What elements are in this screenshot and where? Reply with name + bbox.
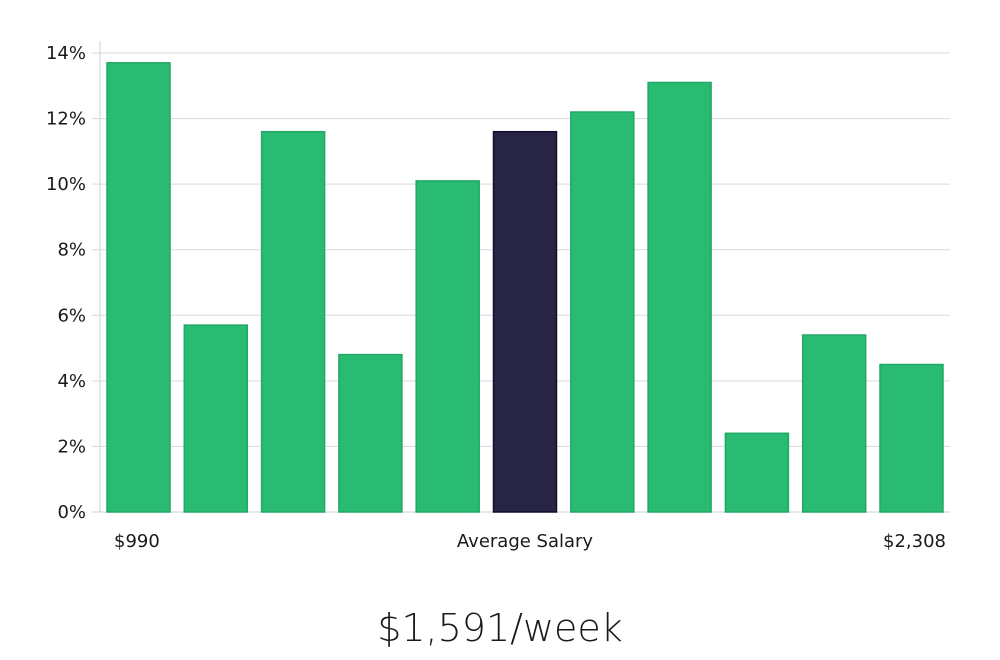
y-axis-ticks: 0% 2% 4% 6% 8% 10% 12% 14% xyxy=(46,43,86,523)
y-tick-label: 2% xyxy=(57,436,86,457)
y-tick-label: 8% xyxy=(57,240,86,261)
bar xyxy=(106,62,171,513)
average-salary-headline: $1,591/week xyxy=(377,606,623,650)
bar xyxy=(801,334,867,513)
y-tick-label: 0% xyxy=(57,502,86,523)
bar xyxy=(879,363,944,513)
y-tick-label: 14% xyxy=(46,43,86,64)
bar xyxy=(570,111,635,513)
bar-average-salary xyxy=(492,130,558,513)
bar xyxy=(647,81,712,513)
bar xyxy=(415,180,480,513)
y-tick-label: 12% xyxy=(46,109,86,130)
x-label-max: $2,308 xyxy=(883,531,946,552)
y-tick-label: 6% xyxy=(57,305,86,326)
salary-histogram-svg: 0% 2% 4% 6% 8% 10% 12% 14% $990 Average Salary … xyxy=(46,41,950,552)
y-tick-label: 4% xyxy=(57,371,86,392)
x-label-average-salary: Average Salary xyxy=(457,531,594,552)
y-tick-label: 10% xyxy=(46,174,86,195)
bar xyxy=(183,324,249,513)
bar xyxy=(724,432,790,513)
x-axis-labels: $990 Average Salary $2,308 xyxy=(114,531,946,552)
bar xyxy=(338,353,403,513)
bar xyxy=(260,130,326,513)
salary-histogram: 0% 2% 4% 6% 8% 10% 12% 14% $990 Average Salary … xyxy=(46,41,950,552)
bars xyxy=(106,62,944,513)
x-label-min: $990 xyxy=(114,531,160,552)
